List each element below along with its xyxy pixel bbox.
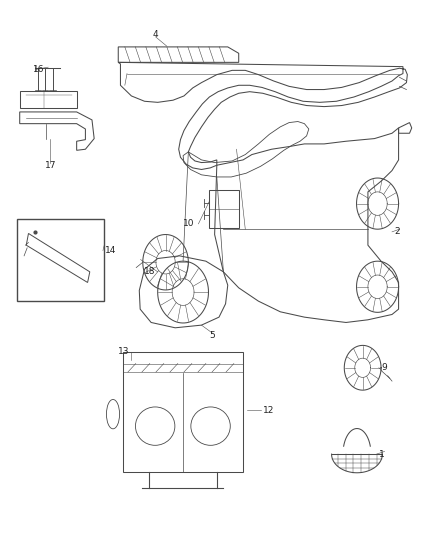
Text: 16: 16 bbox=[33, 65, 44, 74]
Text: 2: 2 bbox=[394, 228, 400, 236]
Text: 18: 18 bbox=[144, 268, 155, 276]
Text: 5: 5 bbox=[209, 332, 215, 340]
Bar bbox=[17, 219, 104, 301]
Text: 9: 9 bbox=[381, 364, 387, 372]
Text: 12: 12 bbox=[263, 406, 274, 415]
Bar bbox=[123, 352, 243, 472]
Bar bbox=[209, 190, 239, 228]
Text: 13: 13 bbox=[118, 348, 129, 356]
Text: 14: 14 bbox=[105, 246, 117, 255]
Text: 4: 4 bbox=[153, 30, 158, 39]
Text: 10: 10 bbox=[184, 220, 195, 228]
Text: 17: 17 bbox=[45, 161, 56, 169]
Text: 1: 1 bbox=[379, 450, 385, 458]
